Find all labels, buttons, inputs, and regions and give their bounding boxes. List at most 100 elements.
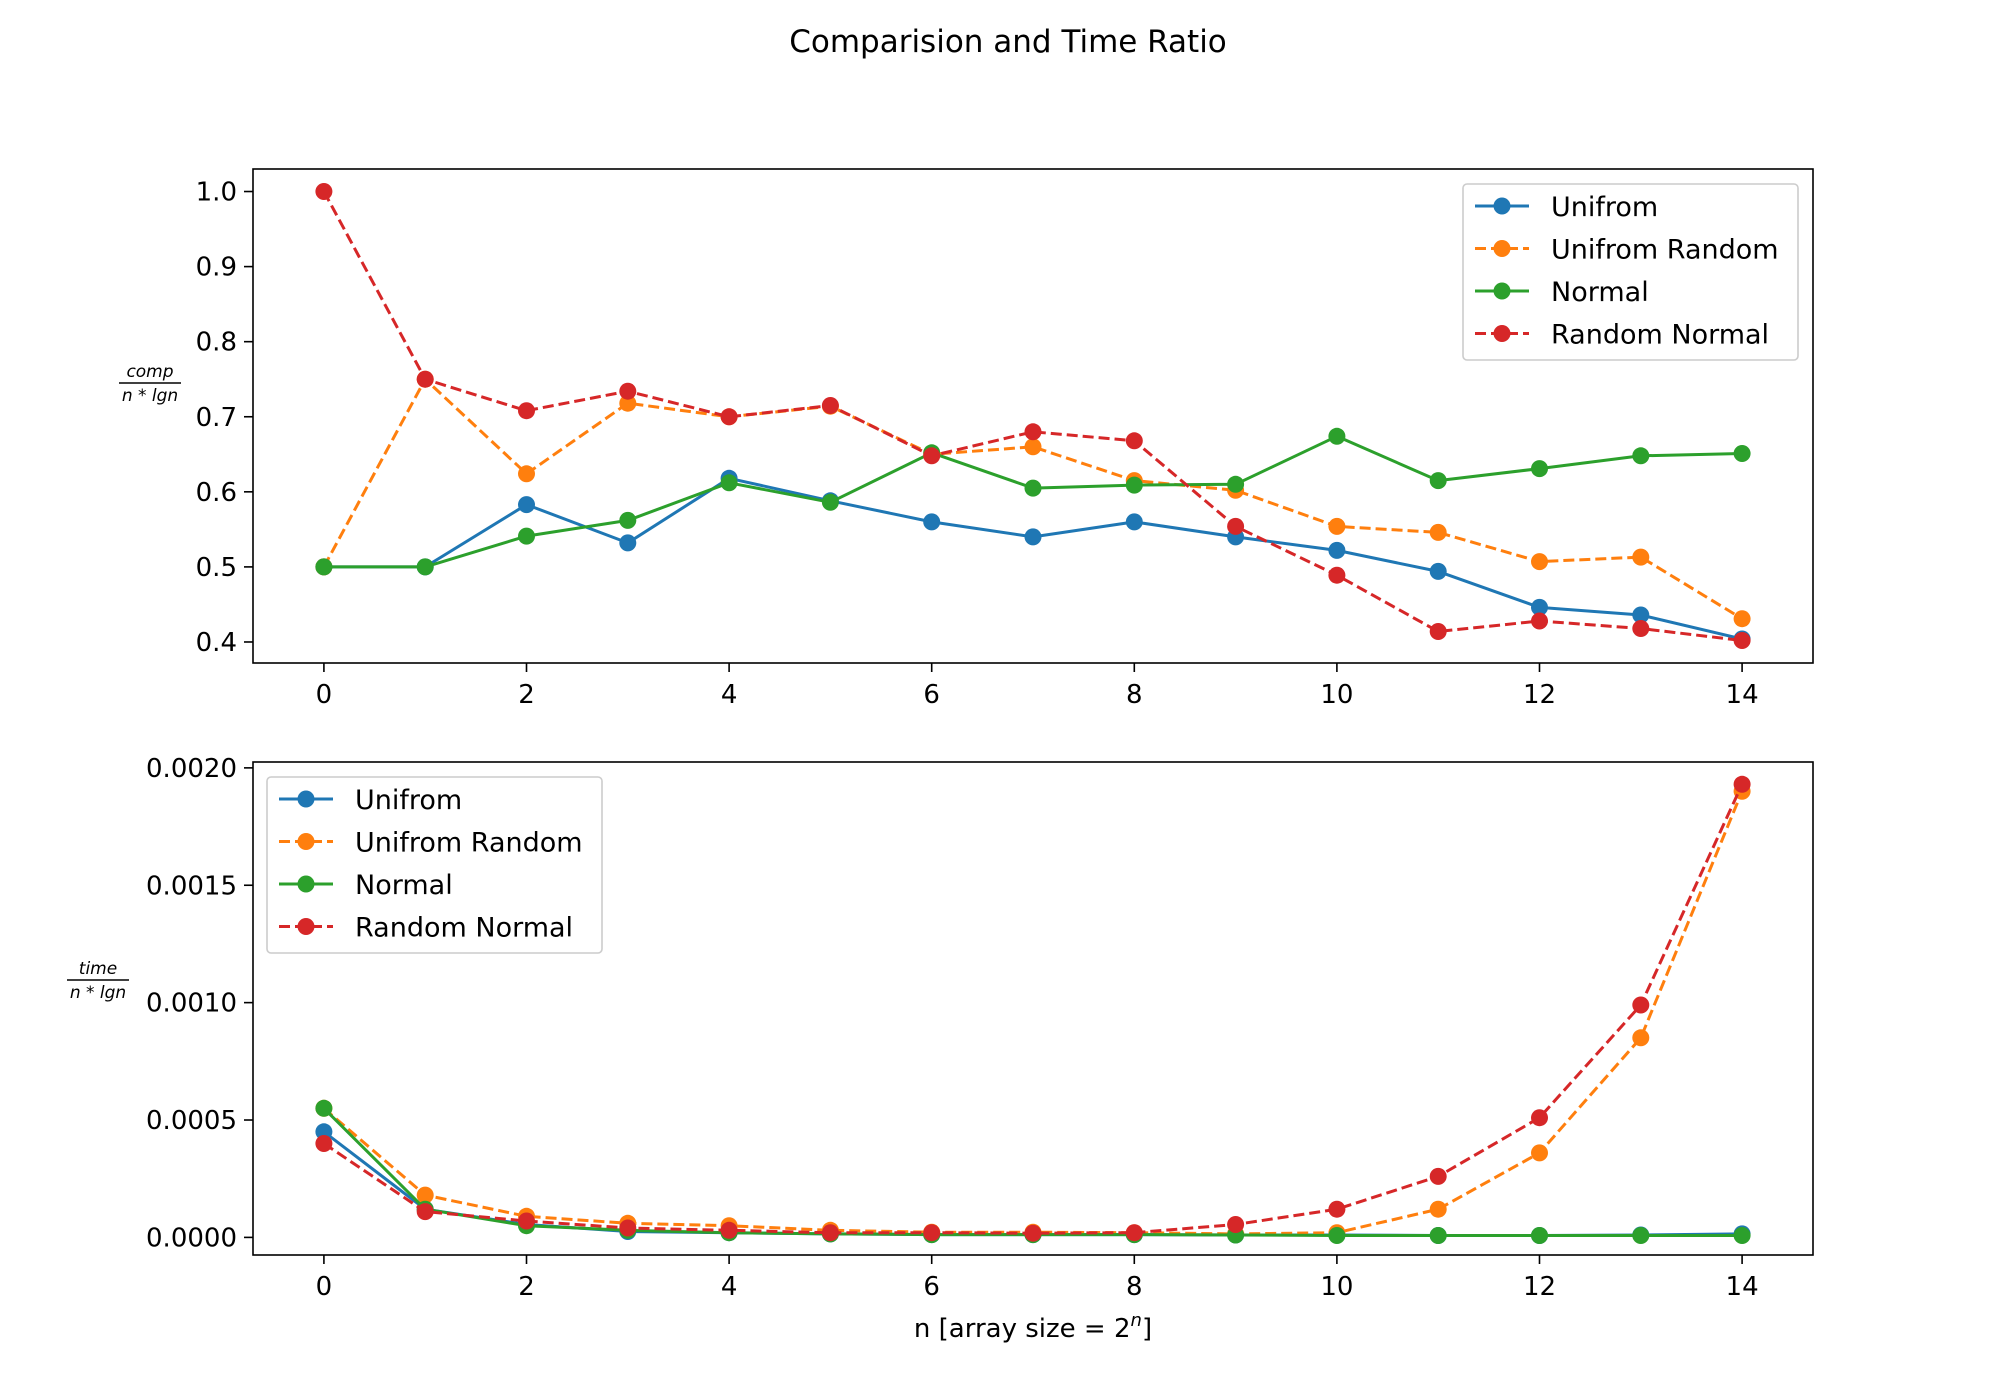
comp-series-4-point [416,370,434,388]
time-y-label-numerator: time [79,959,117,979]
comp-legend: Unifrom Unifrom Random Normal Random Normal [1462,183,1799,361]
comp-series-4-point [1328,566,1346,584]
time-legend-marker-3 [297,875,315,893]
comp-series-3-point [1632,447,1650,465]
comp-legend-label-3: Normal [1551,277,1649,308]
time-x-axis-label: n [array size = 2n] [914,1310,1152,1344]
figure-title: Comparision and Time Ratio [789,24,1227,60]
comp-series-1-point [1024,528,1042,546]
comp-series-3-point [1733,445,1751,462]
time-series-group [315,775,1751,1244]
time-legend-marker-1 [297,790,315,808]
time-y-tick-label: 0.0005 [146,1106,237,1136]
time-series-4-point [1227,1216,1245,1233]
time-series-4-point [416,1203,434,1221]
time-series-2-point [416,1186,434,1204]
time-series-3-point [315,1099,333,1117]
time-series-4-point [619,1219,637,1237]
time-series-4-point [1733,775,1751,793]
comp-series-4-point [1531,612,1548,630]
comp-series-4-point [1733,632,1751,649]
comp-series-4-point [923,447,941,465]
comp-series-1-point [518,496,535,514]
time-series-4-point [1632,996,1650,1014]
comp-x-tick-label: 0 [316,680,333,710]
time-y-label-denominator: n * lgn [70,983,126,1003]
comp-series-group [315,183,1751,649]
time-series-3-point [1733,1227,1751,1244]
comp-series-2-point [1733,610,1751,628]
comp-legend-marker-1 [1493,197,1511,215]
comp-series-4-point [1429,623,1447,640]
comp-series-3-point [1429,472,1447,490]
comp-y-tick-label: 0.9 [196,253,237,283]
time-series-4-point [315,1135,333,1152]
comp-x-tick-label: 12 [1523,680,1556,710]
comp-series-line-4 [322,190,1743,642]
comp-legend-label-2: Unifrom Random [1551,235,1779,266]
time-x-tick-label: 8 [1126,1272,1143,1302]
comp-legend-box [1462,183,1799,361]
comp-series-3-point [720,474,738,492]
time-series-4-point [923,1224,941,1242]
comp-y-tick-label: 0.7 [196,403,237,433]
comp-series-line-2 [322,377,1743,620]
comp-x-tick-label: 6 [923,680,940,710]
time-y-tick-label: 0.0015 [146,871,237,901]
time-series-1-point [315,1123,333,1141]
comp-series-4-point [1227,517,1245,535]
time-x-tick-label: 6 [923,1272,940,1302]
comp-series-3-point [1531,460,1548,478]
comp-y-tick-label: 0.4 [196,628,237,658]
comp-series-3-point [416,558,434,576]
comparison-ratio-plot: 0 2 4 6 8 10 12 14 0.4 0.5 0.6 0.7 0.8 0.9 1.0 comp n * … [119,168,1814,710]
comp-series-1-point [923,513,941,531]
time-legend-label-4: Random Normal [355,913,573,944]
comp-series-4-point [720,408,738,426]
time-legend-marker-4 [297,918,315,935]
time-x-tick-label: 12 [1523,1272,1556,1302]
comp-series-3-point [619,511,637,529]
comp-series-4-point [1125,432,1143,450]
comp-x-tick-label: 14 [1726,680,1759,710]
time-series-2-point [1429,1200,1447,1218]
time-y-tick-label: 0.0010 [146,989,237,1019]
comp-legend-marker-2 [1493,240,1511,257]
comp-series-1-point [1125,513,1143,531]
time-series-4-point [1531,1109,1548,1127]
comp-y-tick-label: 0.6 [196,478,237,508]
time-legend-label-3: Normal [355,870,453,901]
time-series-4-point [1024,1224,1042,1242]
comp-x-tick-label: 4 [721,680,738,710]
comp-series-2-point [518,465,535,483]
comp-x-tick-label: 2 [518,680,535,710]
comp-legend-label-4: Random Normal [1551,320,1769,351]
time-series-2-point [1531,1144,1548,1162]
comp-series-3-point [1227,475,1245,493]
time-series-3-point [1632,1227,1650,1244]
time-series-4-point [821,1224,839,1242]
comp-series-4-point [1024,423,1042,441]
time-y-tick-label: 0.0020 [146,754,237,784]
comp-legend-marker-3 [1493,282,1511,300]
comp-x-tick-label: 8 [1126,680,1143,710]
time-series-4-point [518,1212,535,1230]
time-x-tick-label: 4 [721,1272,738,1302]
comp-series-4-point [821,397,839,414]
time-series-3-point [1328,1227,1346,1244]
time-y-axis-label: time n * lgn [67,959,129,1003]
time-series-3-point [1531,1227,1548,1244]
comp-series-3-point [1125,476,1143,494]
time-series-4-point [1328,1200,1346,1218]
comp-series-2-point [1429,523,1447,541]
comp-series-3-point [821,493,839,511]
time-axes-frame [252,761,1814,1256]
comp-y-axis-label: comp n * lgn [119,362,181,406]
time-series-4-point [1429,1167,1447,1185]
comp-series-2-point [1632,548,1650,566]
comp-series-3-point [518,527,535,545]
time-series-2-point [1632,1029,1650,1047]
comp-series-1-point [619,534,637,552]
comp-legend-label-1: Unifrom [1551,192,1658,223]
